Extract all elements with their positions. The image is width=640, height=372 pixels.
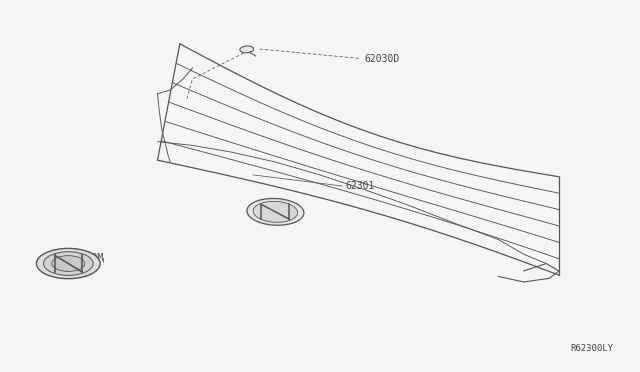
Ellipse shape	[36, 248, 100, 279]
Text: R62300LY: R62300LY	[570, 344, 613, 353]
Ellipse shape	[247, 198, 304, 225]
Ellipse shape	[44, 252, 93, 275]
Text: 62030D: 62030D	[365, 54, 400, 64]
Text: 62301: 62301	[346, 181, 375, 191]
Ellipse shape	[253, 201, 298, 222]
Text: 62890M: 62890M	[68, 253, 104, 263]
Ellipse shape	[52, 256, 85, 272]
Ellipse shape	[240, 46, 253, 53]
